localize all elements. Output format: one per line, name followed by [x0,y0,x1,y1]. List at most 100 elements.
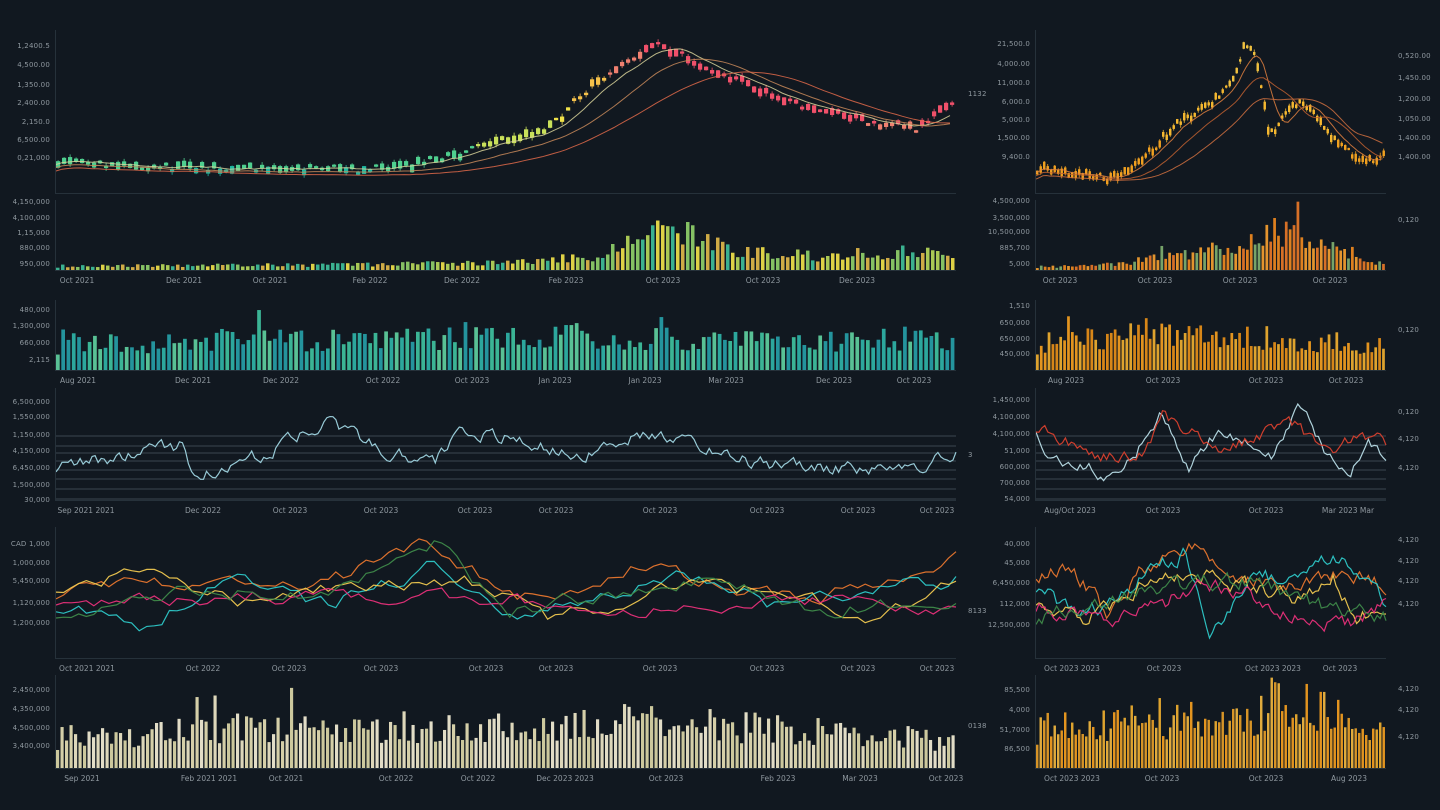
left-cream-bars-chart [56,675,956,768]
x-tick-label: Oct 2022 [185,664,221,673]
y-tick-label: 4,500,000 [992,197,1030,205]
y-tick-label: 2,115 [28,356,50,364]
x-tick-label: Mar 2023 [708,376,744,385]
x-tick-label: Oct 2022 [460,774,496,783]
x-axis-line [55,370,956,371]
right-axis-label: 0,120 [1398,216,1420,224]
x-tick-label: Oct 2023 2023 [1044,774,1100,783]
x-tick-label: Dec 2023 [839,276,875,285]
x-tick-label: Dec 2021 [166,276,202,285]
y-axis-line [1035,300,1036,370]
x-tick-label: Oct 2023 [642,664,678,673]
x-tick-label: Oct 2023 [363,506,399,515]
x-tick-label: Oct 2023 [645,276,681,285]
y-tick-label: 21,500.0 [997,40,1030,48]
y-tick-label: 2,450,000 [12,686,50,694]
y-tick-label: 5,450,000 [12,577,50,585]
y-tick-label: 4,150,000 [12,447,50,455]
candlestick-plot [55,39,955,178]
x-tick-label: Aug 2023 [1330,774,1368,783]
y-tick-label: 1,000,000 [12,559,50,567]
y-axis-line [55,675,56,768]
x-tick-label: Oct 2023 [840,664,876,673]
y-tick-label: 9,400.0 [1001,153,1030,161]
bar-plot [1036,316,1385,370]
x-tick-label: Oct 2023 [642,506,678,515]
right-axis-label: 1,050.00 [1398,115,1431,123]
x-axis-line [1035,270,1386,271]
y-tick-label: 86,500 [1004,745,1030,753]
right-axis-label: 4,120 [1398,557,1420,565]
y-tick-label: 1,350.00 [17,81,50,89]
y-tick-label: 6,500.00 [17,136,50,144]
x-tick-label: Mar 2023 Mar [1321,506,1375,515]
y-tick-label: 112,000 [999,600,1030,608]
x-tick-label: Oct 2023 [1145,376,1181,385]
x-tick-label: Oct 2023 [1144,774,1180,783]
y-tick-label: 4,150,000 [12,198,50,206]
right-axis-label: 1,400.00 [1398,153,1431,161]
x-tick-label: Aug/Oct 2023 [1044,506,1096,515]
x-tick-label: Feb 2023 [760,774,796,783]
right-axis-label: 4,120 [1398,577,1420,585]
bar-plot [56,310,955,370]
right-price-chart [1035,30,1386,193]
x-tick-label: Feb 2021 2021 [180,774,238,783]
x-tick-label: Oct 2023 [745,276,781,285]
x-tick-label: Feb 2023 [548,276,584,285]
y-tick-label: 2,150.0 [21,118,50,126]
x-tick-label: Jan 2023 [538,376,572,385]
y-tick-label: CAD 1,000 [10,540,50,548]
y-tick-label: 6,500,000 [12,398,50,406]
y-tick-label: 4,100,000 [992,413,1030,421]
x-tick-label: Oct 2021 [59,276,95,285]
x-axis-line [55,270,956,271]
y-axis-line [55,30,56,193]
right-line-chart [1035,388,1387,500]
x-tick-label: Oct 2023 [272,506,308,515]
x-tick-label: Aug 2023 [1047,376,1085,385]
x-tick-label: Oct 2023 [1222,276,1258,285]
x-tick-label: Oct 2023 [1312,276,1348,285]
right-axis-label: 1,200.00 [1398,95,1431,103]
y-tick-label: 1,450,000 [992,396,1030,404]
x-tick-label: Oct 2023 [896,376,932,385]
x-tick-label: Dec 2022 [185,506,221,515]
x-axis-line [55,768,956,769]
left-teal-bars-chart [56,300,956,370]
right-orange-bars-2-chart [1036,675,1386,768]
y-tick-label: 450,000 [999,350,1030,358]
y-tick-label: 4,500,000 [12,724,50,732]
y-tick-label: 0,21,000 [17,154,50,162]
left-line-chart [55,388,957,500]
x-axis-line [1035,768,1386,769]
y-axis-line [55,388,56,500]
bar-plot [56,687,955,768]
x-tick-label: Oct 2023 [749,664,785,673]
x-tick-label: Oct 2023 [1322,664,1358,673]
x-tick-label: Oct 2023 [749,506,785,515]
x-tick-label: Mar 2023 [842,774,878,783]
y-tick-label: 2,400.00 [17,99,50,107]
y-tick-label: 45,000 [1004,559,1030,567]
x-tick-label: Oct 2023 [271,664,307,673]
right-axis-label: 0,120 [1398,326,1420,334]
y-tick-label: 1,500,000 [12,481,50,489]
line-plot [55,415,957,500]
x-tick-label: Oct 2023 [840,506,876,515]
y-tick-label: 40,000 [1004,540,1030,548]
right-axis-label: 4,120 [1398,464,1420,472]
y-tick-label: 3,400,000 [12,742,50,750]
x-tick-label: Dec 2021 [175,376,211,385]
y-tick-label: 4,350,000 [12,705,50,713]
right-axis-label: 4,120 [1398,685,1420,693]
right-axis-label: 4,120 [1398,706,1420,714]
x-tick-label: Dec 2023 [816,376,852,385]
x-tick-label: Oct 2023 2023 [1044,664,1100,673]
x-tick-label: Oct 2022 [365,376,401,385]
y-tick-label: 1,15,000 [17,229,50,237]
right-axis-label: 0,520.00 [1398,52,1431,60]
y-tick-label: 10,500,000 [987,228,1030,236]
right-axis-label: 4,120 [1398,536,1420,544]
right-axis-label: 1132 [968,90,987,98]
